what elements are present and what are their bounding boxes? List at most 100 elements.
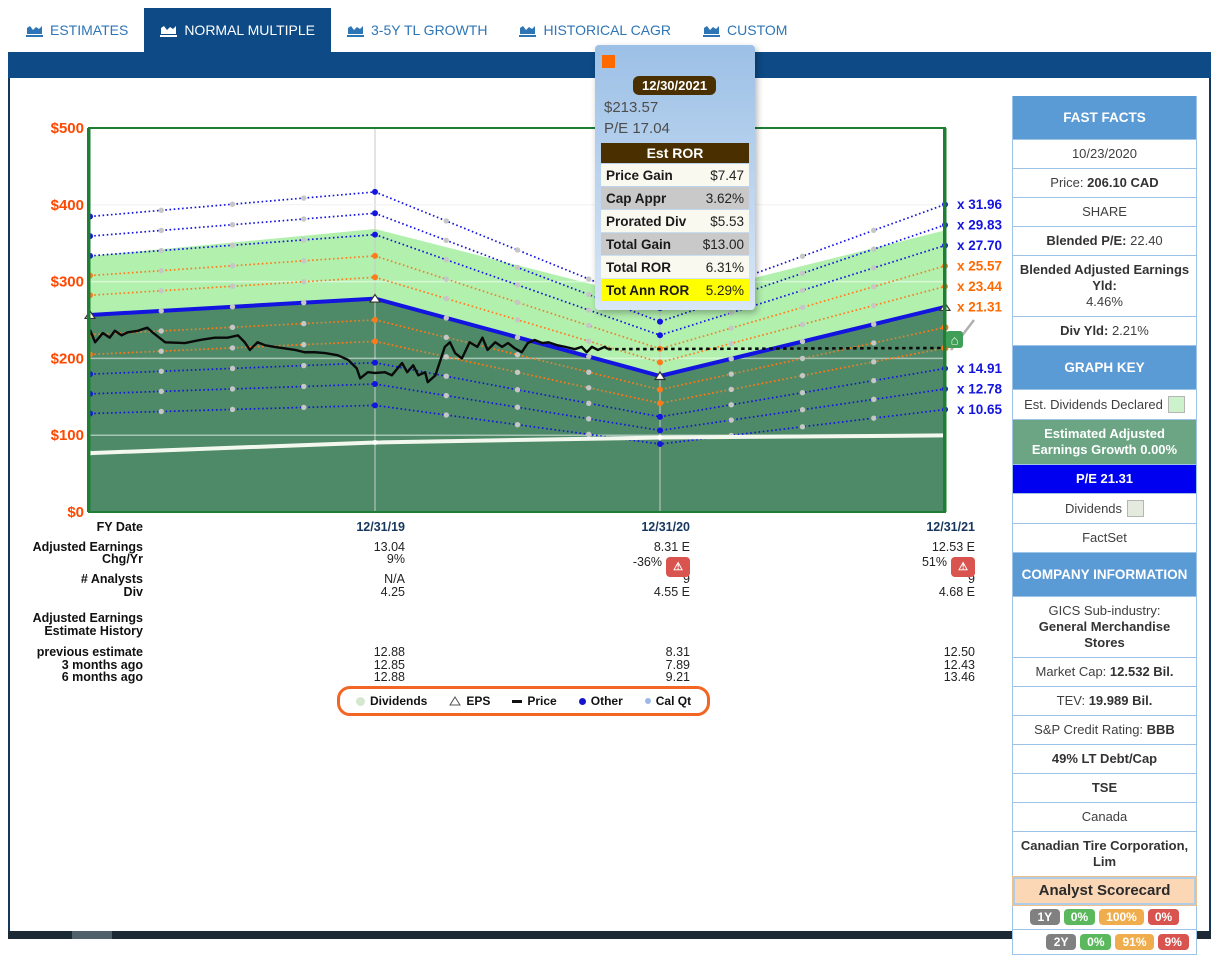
svg-text:x 29.83: x 29.83 xyxy=(957,217,1003,232)
chg-value: -36% ⚠ xyxy=(405,553,690,577)
analysts-value: 9 xyxy=(968,572,975,586)
analyst-scorecard-header: Analyst Scorecard xyxy=(1012,876,1197,906)
country-row: Canada xyxy=(1013,803,1196,832)
analysts-value: 9 xyxy=(683,572,690,586)
miss-badge: 0% xyxy=(1147,909,1180,925)
m6-value: 9.21 xyxy=(665,670,690,684)
estimate-history-label2: Estimate History xyxy=(44,623,143,638)
ror-label: Prorated Div xyxy=(606,213,687,229)
legend-dividends: Dividends xyxy=(356,694,427,708)
div-value: 4.25 xyxy=(380,584,405,599)
svg-text:x 12.78: x 12.78 xyxy=(957,382,1003,397)
earnings-value: 8.31 E xyxy=(653,539,690,554)
inline-badge: 91% xyxy=(1115,934,1154,950)
ror-label: Total ROR xyxy=(606,259,671,275)
horizontal-scrollbar[interactable] xyxy=(8,931,1211,939)
svg-text:$400: $400 xyxy=(51,197,84,214)
tooltip-date-badge: 12/30/2021 xyxy=(633,76,717,95)
warning-icon: ⚠ xyxy=(951,557,975,577)
chart-icon xyxy=(160,25,178,37)
svg-text:$0: $0 xyxy=(67,504,84,521)
warning-icon: ⚠ xyxy=(666,557,690,577)
tab-label: CUSTOM xyxy=(727,22,788,38)
hit-badge: 0% xyxy=(1080,934,1112,950)
earnings-data-table: FY Date 12/31/19 12/31/20 12/31/21 Adjus… xyxy=(0,521,980,684)
company-name-row: Canadian Tire Corporation, Lim xyxy=(1013,832,1196,877)
num-analysts-label: # Analysts xyxy=(80,572,143,586)
est-dividends-declared-row: Est. Dividends Declared xyxy=(1013,390,1196,420)
company-information-header: COMPANY INFORMATION xyxy=(1013,553,1196,597)
m6-value: 13.46 xyxy=(943,670,975,684)
pe-row: P/E 21.31 xyxy=(1013,465,1196,494)
period-badge: 1Y xyxy=(1029,909,1060,925)
chart-icon xyxy=(703,25,721,37)
legend-price: Price xyxy=(512,694,557,708)
eps-triangle-icon xyxy=(449,696,462,706)
chart-legend: Dividends EPS Price Other Cal Qt xyxy=(337,686,711,716)
fy-date-col1: 12/31/19 xyxy=(356,520,405,534)
card-left-border xyxy=(8,52,10,932)
tab-custom[interactable]: CUSTOM xyxy=(687,8,803,52)
legend-other: Other xyxy=(578,694,623,708)
prev-estimate-value: 12.88 xyxy=(373,645,405,659)
forecast-price-chart: ⌂ x 31.96 x 29.83 x 27.70 x 25.57 x 23.44 x 21… xyxy=(51,120,1003,521)
tab-estimates[interactable]: ESTIMATES xyxy=(10,8,144,52)
prev-estimate-value: 12.50 xyxy=(943,645,975,659)
scrollbar-thumb[interactable] xyxy=(72,931,112,939)
m3-value: 12.85 xyxy=(373,657,405,672)
3-months-ago-label: 3 months ago xyxy=(61,657,143,672)
chart-tooltip: 12/30/2021 $213.57 P/E 17.04 Est ROR Pri… xyxy=(595,45,755,310)
tab-label: ESTIMATES xyxy=(50,22,129,38)
div-label: Div xyxy=(123,584,143,599)
tab-label: HISTORICAL CAGR xyxy=(543,22,672,38)
period-badge: 2Y xyxy=(1046,934,1077,950)
price-row: Price: 206.10 CAD xyxy=(1013,169,1196,198)
svg-text:$300: $300 xyxy=(51,274,84,291)
earnings-value: 13.04 xyxy=(373,539,405,554)
6-months-ago-label: 6 months ago xyxy=(61,670,143,684)
calqt-dot-icon xyxy=(644,698,651,704)
market-cap-row: Market Cap: 12.532 Bil. xyxy=(1013,658,1196,687)
adjusted-earnings-label: Adjusted Earnings xyxy=(32,539,143,554)
tab-label: 3-5Y TL GROWTH xyxy=(371,22,488,38)
price-dash-icon xyxy=(512,699,523,703)
legend-calqt: Cal Qt xyxy=(644,694,691,708)
chg-value: 51% ⚠ xyxy=(690,553,975,577)
gics-row: GICS Sub-industry: General Merchandise St… xyxy=(1013,597,1196,658)
div-value: 4.68 E xyxy=(938,584,975,599)
hit-badge: 0% xyxy=(1063,909,1096,925)
tooltip-series-swatch xyxy=(602,55,615,68)
analysts-value: N/A xyxy=(384,572,405,586)
prev-estimate-value: 8.31 xyxy=(665,645,690,659)
svg-text:x 14.91: x 14.91 xyxy=(957,361,1003,376)
tab-historical-cagr[interactable]: HISTORICAL CAGR xyxy=(503,8,687,52)
exchange-row: TSE xyxy=(1013,774,1196,803)
scorecard-row-2y: 2Y 0% 91% 9% xyxy=(1013,930,1196,955)
est-dividends-swatch xyxy=(1167,396,1185,413)
share-row: SHARE xyxy=(1013,198,1196,227)
miss-badge: 9% xyxy=(1157,934,1189,950)
svg-text:⌂: ⌂ xyxy=(951,333,959,348)
svg-text:x 31.96: x 31.96 xyxy=(957,197,1003,212)
legend-eps: EPS xyxy=(449,694,490,708)
svg-text:x 23.44: x 23.44 xyxy=(957,279,1003,294)
tab-normal-multiple[interactable]: NORMAL MULTIPLE xyxy=(144,8,332,52)
fy-date-col2: 12/31/20 xyxy=(641,520,690,534)
ror-value: $5.53 xyxy=(710,213,744,229)
svg-text:x 25.57: x 25.57 xyxy=(957,258,1002,273)
chart-icon xyxy=(519,25,537,37)
chart-icon xyxy=(347,25,365,37)
div-value: 4.55 E xyxy=(653,584,690,599)
m6-value: 12.88 xyxy=(373,670,405,684)
fy-date-label: FY Date xyxy=(96,520,143,534)
previous-estimate-label: previous estimate xyxy=(36,645,143,659)
tooltip-price: $213.57 xyxy=(604,99,659,116)
ror-value: 6.31% xyxy=(705,259,744,275)
ror-value: $13.00 xyxy=(702,236,744,252)
estimate-history-label: Adjusted Earnings xyxy=(32,611,143,625)
credit-rating-row: S&P Credit Rating: BBB xyxy=(1013,716,1196,745)
earnings-growth-row: Estimated Adjusted Earnings Growth 0.00% xyxy=(1013,420,1196,465)
earnings-value: 12.53 E xyxy=(931,539,975,554)
chart-type-tabbar: ESTIMATES NORMAL MULTIPLE 3-5Y TL GROWTH… xyxy=(10,8,803,52)
tab-35y-tl-growth[interactable]: 3-5Y TL GROWTH xyxy=(331,8,503,52)
